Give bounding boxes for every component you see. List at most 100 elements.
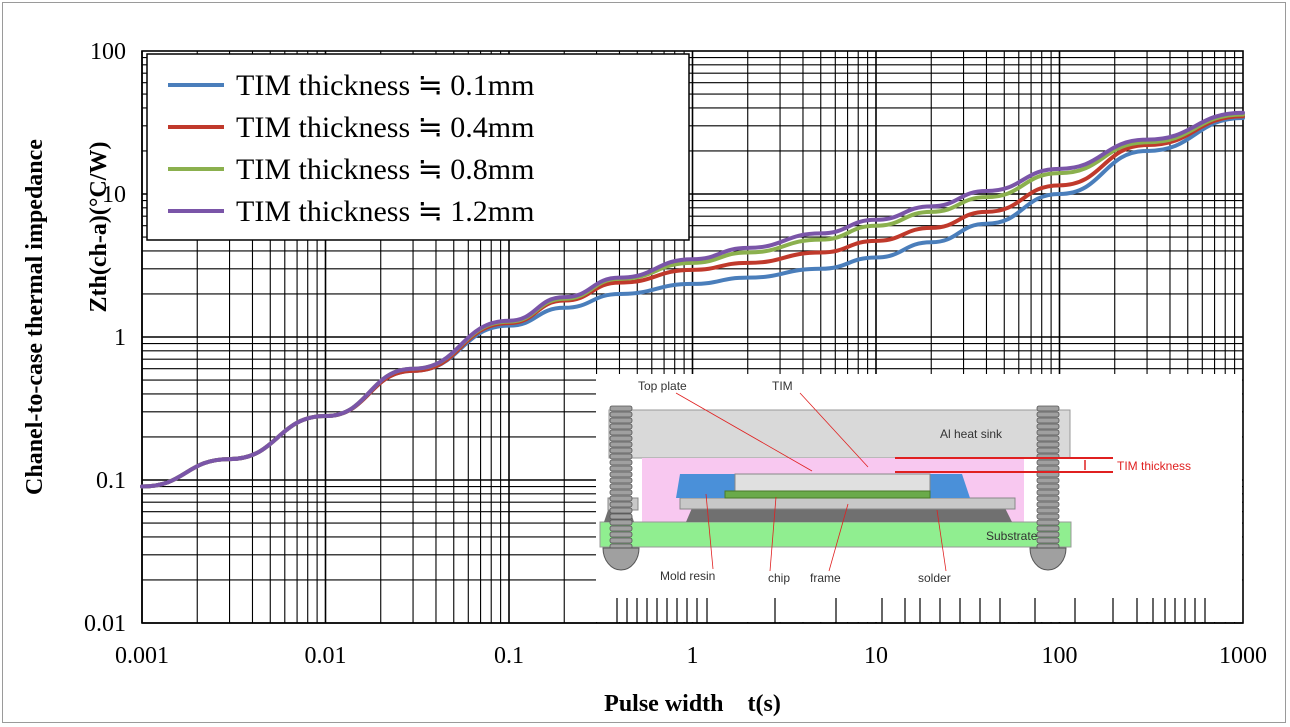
legend: TIM thickness ≒ 0.1mm TIM thickness ≒ 0.4… (146, 53, 690, 241)
y-tick-label: 0.01 (84, 611, 126, 637)
screw-thread (1036, 495, 1060, 502)
heat-sink (608, 409, 1071, 459)
x-tick-label: 0.1 (494, 643, 524, 669)
label-solder: solder (918, 571, 951, 585)
annotation-arrow (675, 392, 813, 472)
screw-thread (609, 537, 633, 544)
screw-thread (1036, 513, 1060, 520)
frame-right (679, 497, 1016, 510)
legend-label-3: TIM thickness ≒ 0.8mm (236, 153, 534, 186)
legend-box (146, 53, 690, 241)
mold-resin-right (930, 474, 970, 498)
y-axis-title-line1: Chanel-to-case thermal impedance (22, 139, 48, 495)
x-tick-label: 10 (864, 643, 888, 669)
axis-titles: Pulse width t(s) Chanel-to-case thermal i… (22, 139, 781, 717)
label-mold-resin: Mold resin (660, 569, 715, 583)
y-tick-label: 1 (114, 325, 126, 351)
screw-thread (1036, 507, 1060, 514)
screw-thread (1036, 477, 1060, 484)
screw-thread (609, 429, 633, 436)
y-axis-title-line2: Zth(ch-a)(°C/W) (86, 142, 112, 313)
mold-resin-left (676, 474, 735, 498)
y-tick-label: 10 (102, 182, 126, 208)
series-line-4 (140, 110, 1245, 489)
substrate (599, 521, 1072, 548)
x-tick-label: 1 (687, 643, 699, 669)
screw-thread (1036, 519, 1060, 526)
screw-head (602, 547, 640, 571)
x-tick-label: 0.01 (305, 643, 347, 669)
screw-thread (1036, 423, 1060, 430)
screw-thread (1036, 501, 1060, 508)
screw-head (1029, 547, 1067, 571)
screw-thread (1036, 435, 1060, 442)
label-heat-sink: Al heat sink (940, 427, 1003, 441)
top-plate (734, 473, 931, 493)
screw-thread (609, 531, 633, 538)
screw-thread (609, 465, 633, 472)
screw-thread (609, 417, 633, 424)
screw-thread (609, 525, 633, 532)
screw-thread (609, 513, 633, 520)
screw-left (602, 405, 640, 571)
screw-thread (1036, 405, 1060, 412)
tick-labels: 0.001 0.01 0.1 1 10 100 1000 0.01 0.1 1 10 100 (84, 39, 1267, 669)
screw-thread (1036, 465, 1060, 472)
legend-label-2: TIM thickness ≒ 0.4mm (236, 111, 534, 144)
screw-thread (609, 495, 633, 502)
screw-thread (609, 453, 633, 460)
annotation-arrow (705, 493, 714, 570)
screw-thread (609, 489, 633, 496)
screw-thread (609, 447, 633, 454)
screw-thread (609, 471, 633, 478)
screw-thread (609, 441, 633, 448)
screw-thread (1036, 459, 1060, 466)
solder-main (686, 508, 1012, 522)
screw-thread (609, 501, 633, 508)
screw-thread (1036, 489, 1060, 496)
screw-thread (609, 405, 633, 412)
x-axis-title: Pulse width t(s) (604, 691, 781, 717)
screw-thread (609, 459, 633, 466)
label-frame: frame (810, 571, 841, 585)
screw-thread (609, 483, 633, 490)
screw-thread (1036, 537, 1060, 544)
annotation-arrow (769, 496, 777, 572)
y-tick-label: 100 (90, 39, 126, 65)
screw-thread (609, 507, 633, 514)
screw-thread (1036, 429, 1060, 436)
annotation-arrow (828, 503, 849, 572)
annotation-arrow (936, 509, 947, 572)
label-tim: TIM (772, 379, 793, 393)
label-chip: chip (768, 571, 790, 585)
data-series-lines (140, 110, 1245, 489)
legend-label-1: TIM thickness ≒ 0.1mm (236, 69, 534, 102)
screw-thread (1036, 531, 1060, 538)
x-tick-label: 1000 (1219, 643, 1267, 669)
screw-thread (1036, 417, 1060, 424)
screw-thread (1036, 447, 1060, 454)
label-substrate: Substrate (986, 529, 1038, 543)
annotation-arrow (799, 392, 869, 468)
screw-thread (609, 435, 633, 442)
label-tim-thickness: TIM thickness (1117, 459, 1191, 473)
screw-thread (1036, 483, 1060, 490)
y-tick-label: 0.1 (96, 468, 126, 494)
screw-thread (609, 477, 633, 484)
plot-border (141, 50, 1244, 624)
screw-thread (609, 519, 633, 526)
screw-thread (1036, 525, 1060, 532)
screw-thread (1036, 411, 1060, 418)
legend-label-4: TIM thickness ≒ 1.2mm (236, 195, 534, 228)
chip (724, 490, 931, 499)
x-tick-label: 100 (1042, 643, 1078, 669)
package-cross-section-diagram: Top plate TIM Al heat sink TIM thickness Sub… (596, 374, 1242, 623)
screw-thread (609, 411, 633, 418)
screw-right (1029, 405, 1067, 571)
screw-thread (609, 423, 633, 430)
label-top-plate: Top plate (638, 379, 687, 393)
screw-thread (1036, 441, 1060, 448)
x-tick-label: 0.001 (115, 643, 169, 669)
